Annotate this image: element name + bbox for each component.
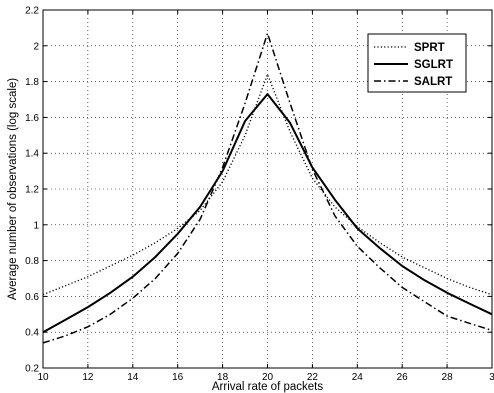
- series-lines: [42, 32, 493, 344]
- y-tick-label: 0.2: [25, 364, 39, 375]
- x-tick-label: 14: [127, 372, 139, 383]
- y-tick-label: 1.8: [25, 77, 39, 88]
- y-axis-label: Average number of observations (log scal…: [7, 78, 19, 300]
- legend-label: SPRT: [414, 42, 445, 54]
- x-tick-label: 3: [489, 372, 494, 383]
- axis-ticks: 10 12 14 16 18 20 22 24 26 28 3 0.2 0.4 0.6 0.8 1 1.2 1.4…: [25, 6, 494, 384]
- series-line-sglrt: [42, 93, 493, 334]
- legend: SPRT SGLRT SALRT: [367, 33, 467, 93]
- x-tick-label: 16: [172, 372, 184, 383]
- series-line-sprt: [42, 73, 493, 296]
- y-tick-label: 0.8: [25, 256, 39, 267]
- y-tick-label: 1.2: [25, 185, 39, 196]
- x-tick-label: 28: [442, 372, 454, 383]
- y-tick-label: 2: [33, 41, 39, 52]
- x-axis-label: Arrival rate of packets: [212, 381, 323, 393]
- x-tick-label: 24: [352, 372, 364, 383]
- x-tick-label: 26: [397, 372, 409, 383]
- series-line-salrt: [42, 32, 493, 344]
- y-tick-label: 0.6: [25, 292, 39, 303]
- x-tick-label: 22: [307, 372, 319, 383]
- y-tick-label: 0.4: [25, 328, 39, 339]
- y-tick-label: 2.2: [25, 6, 39, 17]
- x-tick-label: 12: [82, 372, 94, 383]
- x-tick-label: 18: [217, 372, 229, 383]
- legend-label: SGLRT: [414, 59, 453, 71]
- y-tick-label: 1: [33, 220, 39, 231]
- y-tick-label: 1.4: [25, 149, 39, 160]
- y-tick-label: 1.6: [25, 113, 39, 124]
- grid: [43, 10, 492, 368]
- x-tick-label: 20: [262, 372, 274, 383]
- legend-label: SALRT: [414, 76, 452, 88]
- x-tick-label: 10: [37, 372, 49, 383]
